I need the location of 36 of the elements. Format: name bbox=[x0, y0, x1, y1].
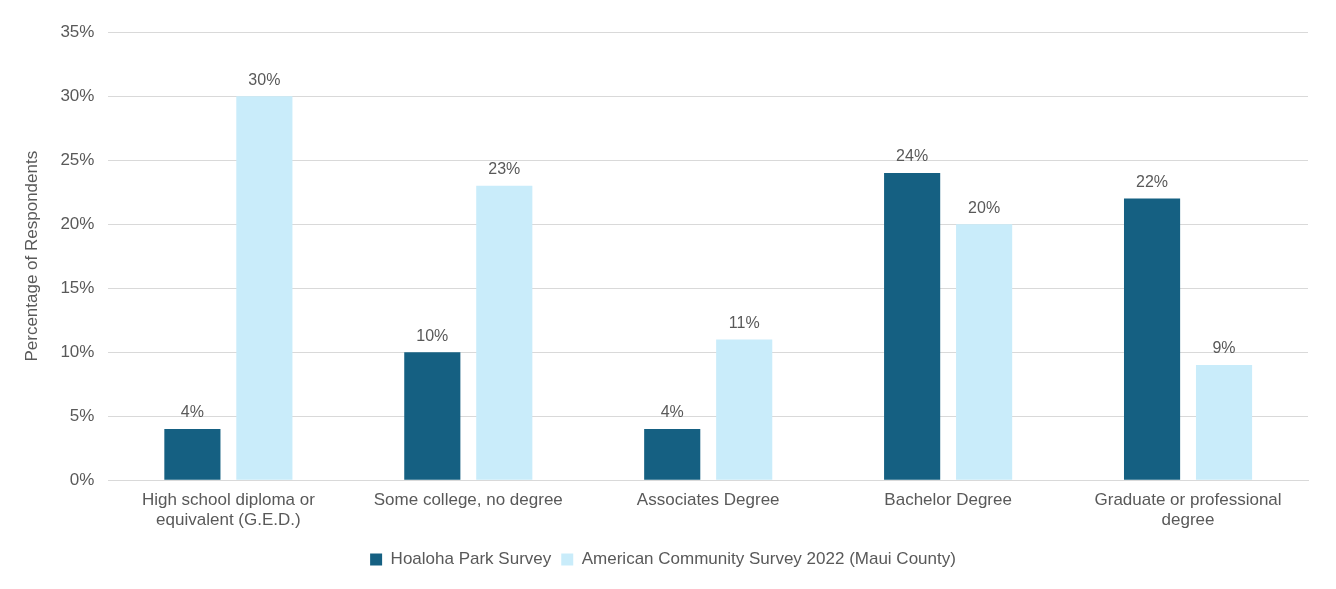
legend-label: American Community Survey 2022 (Maui County) bbox=[581, 549, 956, 569]
data-label: 20% bbox=[968, 198, 1001, 216]
data-label: 11% bbox=[728, 313, 760, 331]
data-label: 10% bbox=[416, 326, 449, 344]
data-label: 4% bbox=[660, 403, 684, 421]
x-tick-label: High school diploma or equivalent (G.E.D.) bbox=[141, 490, 316, 530]
data-label: 9% bbox=[1212, 339, 1236, 357]
data-label: 30% bbox=[248, 70, 281, 88]
bar bbox=[884, 173, 941, 480]
legend-label: Hoaloha Park Survey bbox=[390, 549, 552, 569]
bar bbox=[1123, 198, 1181, 480]
y-tick-label: 25% bbox=[60, 149, 95, 169]
bar bbox=[644, 429, 701, 480]
x-tick-label: Graduate or professional degree bbox=[1094, 490, 1282, 530]
data-label: 22% bbox=[1136, 173, 1169, 191]
data-label: 4% bbox=[180, 403, 204, 421]
bar bbox=[1195, 365, 1253, 480]
y-axis-title: Percentage of Respondents bbox=[21, 150, 41, 362]
y-tick-label: 15% bbox=[60, 277, 95, 297]
y-tick-label: 5% bbox=[69, 405, 95, 425]
bar bbox=[476, 185, 533, 480]
y-tick-label: 10% bbox=[60, 341, 95, 361]
x-tick-label: Some college, no degree bbox=[373, 490, 563, 510]
y-tick-label: 35% bbox=[60, 21, 95, 41]
bar bbox=[716, 339, 773, 480]
x-tick-label: Associates Degree bbox=[636, 490, 780, 510]
x-tick-label: Bachelor Degree bbox=[884, 490, 1012, 510]
bar bbox=[164, 429, 221, 480]
bar bbox=[404, 352, 461, 480]
data-label: 23% bbox=[488, 160, 521, 178]
y-tick-label: 30% bbox=[60, 85, 95, 105]
bar bbox=[956, 224, 1013, 480]
y-tick-label: 0% bbox=[69, 469, 95, 489]
bar bbox=[236, 96, 293, 480]
y-tick-label: 20% bbox=[60, 213, 95, 233]
data-label: 24% bbox=[896, 147, 929, 165]
